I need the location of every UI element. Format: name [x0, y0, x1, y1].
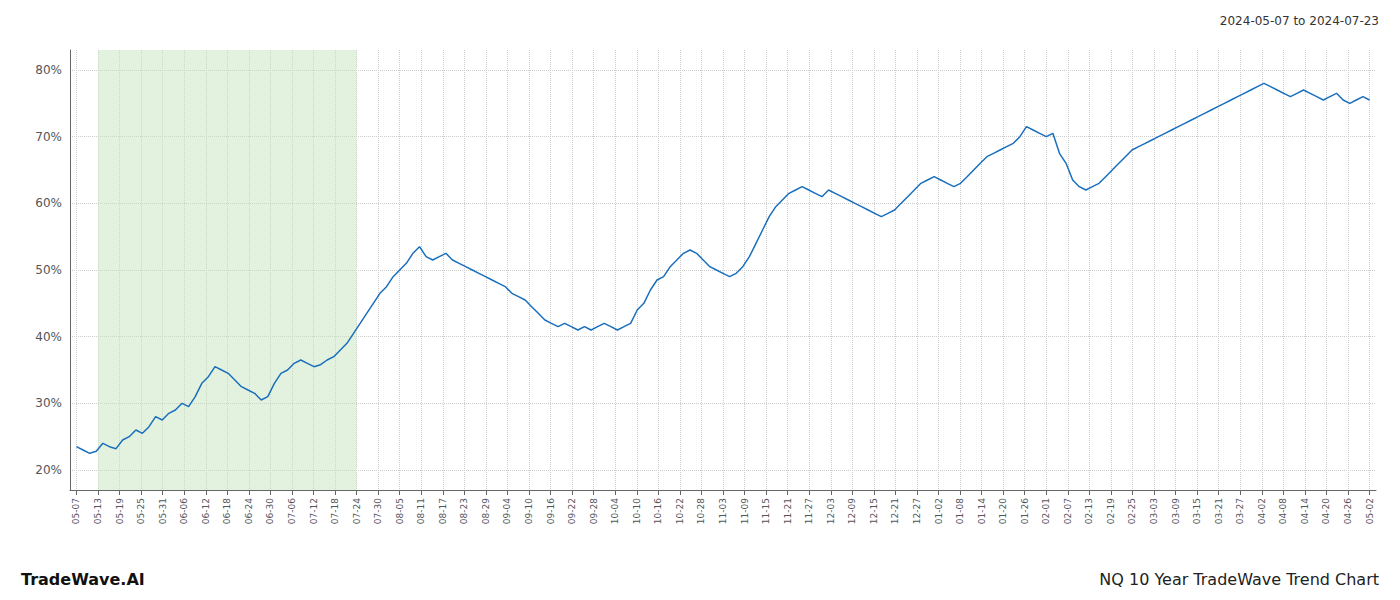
- svg-text:01-08: 01-08: [955, 498, 965, 524]
- svg-text:07-12: 07-12: [309, 498, 319, 524]
- svg-text:01-20: 01-20: [998, 498, 1008, 524]
- svg-text:50%: 50%: [35, 263, 62, 277]
- svg-text:02-01: 02-01: [1041, 498, 1051, 524]
- svg-text:02-19: 02-19: [1106, 498, 1116, 524]
- svg-text:02-13: 02-13: [1084, 498, 1094, 524]
- svg-text:07-30: 07-30: [373, 498, 383, 524]
- svg-text:09-28: 09-28: [589, 498, 599, 524]
- svg-text:07-06: 07-06: [287, 498, 297, 524]
- svg-text:08-29: 08-29: [481, 498, 491, 524]
- svg-text:11-15: 11-15: [761, 498, 771, 524]
- svg-text:09-10: 09-10: [524, 498, 534, 524]
- svg-text:04-26: 04-26: [1343, 498, 1353, 524]
- svg-text:2024-05-07 to 2024-07-23: 2024-05-07 to 2024-07-23: [1220, 14, 1379, 28]
- svg-text:04-14: 04-14: [1300, 498, 1310, 524]
- svg-text:09-22: 09-22: [567, 498, 577, 524]
- svg-text:30%: 30%: [35, 396, 62, 410]
- svg-text:09-16: 09-16: [546, 498, 556, 524]
- svg-text:12-03: 12-03: [826, 498, 836, 524]
- svg-text:06-06: 06-06: [179, 498, 189, 524]
- svg-text:02-07: 02-07: [1063, 498, 1073, 524]
- svg-text:05-07: 05-07: [71, 498, 81, 524]
- svg-text:03-09: 03-09: [1171, 498, 1181, 524]
- svg-text:10-28: 10-28: [696, 498, 706, 524]
- svg-text:03-03: 03-03: [1149, 498, 1159, 524]
- svg-text:04-20: 04-20: [1321, 498, 1331, 524]
- svg-text:06-30: 06-30: [265, 498, 275, 524]
- svg-text:10-16: 10-16: [653, 498, 663, 524]
- svg-text:06-24: 06-24: [244, 498, 254, 524]
- svg-text:05-25: 05-25: [136, 498, 146, 524]
- svg-text:07-24: 07-24: [352, 498, 362, 524]
- svg-text:11-21: 11-21: [783, 498, 793, 524]
- svg-text:03-27: 03-27: [1235, 498, 1245, 524]
- svg-text:04-08: 04-08: [1278, 498, 1288, 524]
- svg-text:11-09: 11-09: [740, 498, 750, 524]
- svg-text:05-02: 05-02: [1365, 498, 1375, 524]
- svg-text:TradeWave.AI: TradeWave.AI: [21, 570, 145, 589]
- svg-text:05-19: 05-19: [115, 498, 125, 524]
- svg-text:01-26: 01-26: [1020, 498, 1030, 524]
- svg-text:70%: 70%: [35, 130, 62, 144]
- svg-text:08-11: 08-11: [416, 498, 426, 524]
- svg-text:NQ 10 Year TradeWave Trend Cha: NQ 10 Year TradeWave Trend Chart: [1099, 570, 1379, 589]
- svg-text:60%: 60%: [35, 196, 62, 210]
- svg-text:07-18: 07-18: [330, 498, 340, 524]
- svg-text:08-23: 08-23: [459, 498, 469, 524]
- svg-text:10-22: 10-22: [675, 498, 685, 524]
- svg-text:06-12: 06-12: [201, 498, 211, 524]
- svg-text:01-02: 01-02: [934, 498, 944, 524]
- svg-text:40%: 40%: [35, 330, 62, 344]
- svg-text:08-05: 08-05: [395, 498, 405, 524]
- svg-text:08-17: 08-17: [438, 498, 448, 524]
- svg-text:11-03: 11-03: [718, 498, 728, 524]
- svg-text:12-21: 12-21: [890, 498, 900, 524]
- svg-text:12-15: 12-15: [869, 498, 879, 524]
- svg-text:06-18: 06-18: [222, 498, 232, 524]
- svg-text:01-14: 01-14: [977, 498, 987, 524]
- svg-text:03-21: 03-21: [1214, 498, 1224, 524]
- svg-text:02-25: 02-25: [1127, 498, 1137, 524]
- svg-text:10-04: 10-04: [610, 498, 620, 524]
- svg-text:12-27: 12-27: [912, 498, 922, 524]
- svg-text:80%: 80%: [35, 63, 62, 77]
- svg-text:04-02: 04-02: [1257, 498, 1267, 524]
- svg-text:10-10: 10-10: [632, 498, 642, 524]
- svg-text:09-04: 09-04: [502, 498, 512, 524]
- svg-text:05-13: 05-13: [93, 498, 103, 524]
- svg-text:11-27: 11-27: [804, 498, 814, 524]
- svg-text:20%: 20%: [35, 463, 62, 477]
- svg-text:12-09: 12-09: [847, 498, 857, 524]
- svg-text:05-31: 05-31: [158, 498, 168, 524]
- svg-text:03-15: 03-15: [1192, 498, 1202, 524]
